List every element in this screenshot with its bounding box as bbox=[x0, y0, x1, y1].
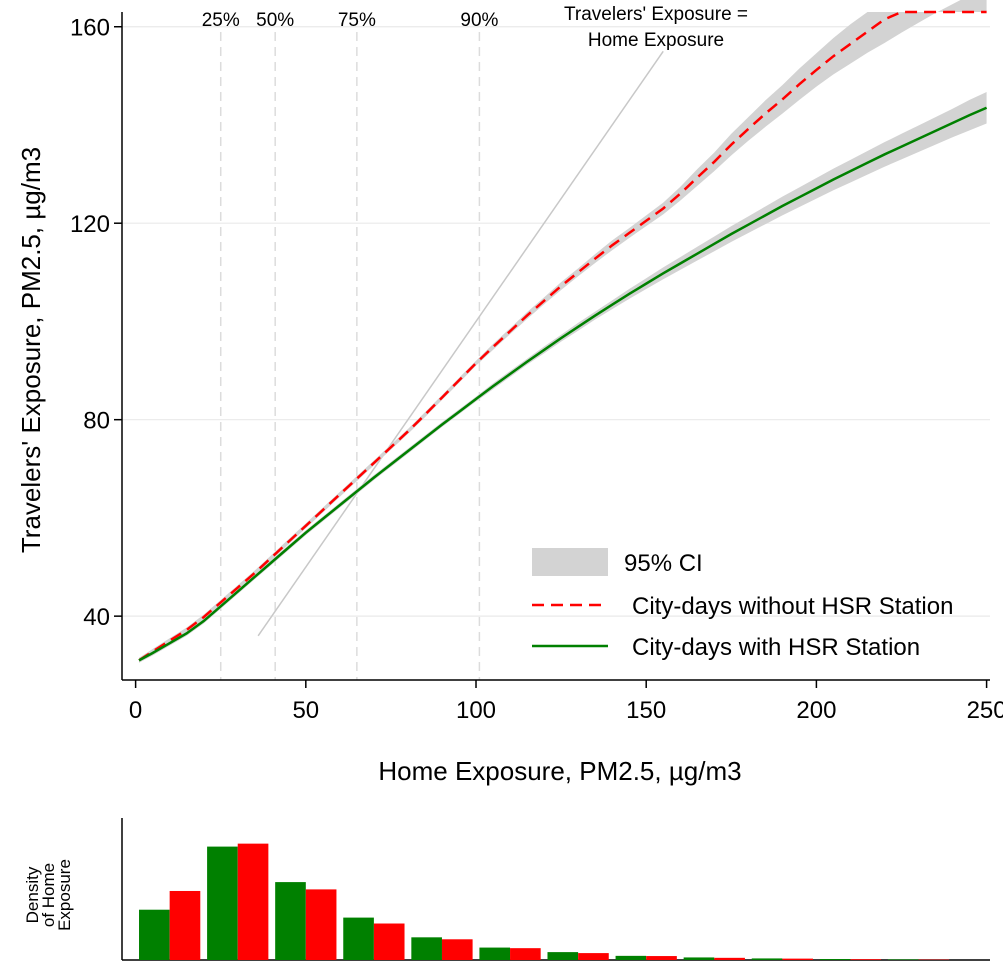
histogram-bar-0-8 bbox=[683, 957, 715, 960]
histogram-bar-1-8 bbox=[714, 957, 745, 960]
main-plot bbox=[138, 0, 988, 663]
histogram-bar-1-2 bbox=[305, 889, 337, 960]
histogram-bar-1-7 bbox=[646, 956, 677, 960]
histogram-y-label-3: Exposure bbox=[55, 859, 74, 931]
percentile-label-1: 50% bbox=[256, 10, 294, 31]
y-tick-label-160: 160 bbox=[70, 15, 110, 42]
percentile-label-3: 90% bbox=[460, 10, 498, 31]
legend: 95% CI City-days without HSR Station Cit… bbox=[532, 548, 953, 661]
percentile-label-2: 75% bbox=[338, 10, 376, 31]
x-tick-label-100: 100 bbox=[456, 697, 496, 724]
legend-ci-swatch bbox=[532, 548, 608, 576]
histogram-bar-0-2 bbox=[275, 882, 306, 960]
legend-ci-label: 95% CI bbox=[624, 550, 703, 577]
legend-without-hsr-label: City-days without HSR Station bbox=[632, 593, 953, 620]
histogram-bar-1-9 bbox=[782, 958, 813, 960]
histogram-bar-0-1 bbox=[207, 846, 238, 960]
x-tick-label-50: 50 bbox=[292, 697, 319, 724]
y-axis-title: Travelers' Exposure, PM2.5, µg/m3 bbox=[16, 147, 46, 553]
histogram-bar-1-0 bbox=[169, 890, 201, 960]
y-tick-label-40: 40 bbox=[83, 604, 110, 631]
x-tick-label-150: 150 bbox=[626, 697, 666, 724]
histogram-bar-0-6 bbox=[547, 952, 579, 960]
reference-line bbox=[257, 50, 664, 637]
x-axis-title: Home Exposure, PM2.5, µg/m3 bbox=[378, 756, 741, 786]
y-tick-label-80: 80 bbox=[83, 408, 110, 435]
x-tick-label-0: 0 bbox=[129, 697, 142, 724]
reference-line-label-2: Home Exposure bbox=[588, 30, 724, 51]
reference-line-label-1: Travelers' Exposure = bbox=[564, 4, 748, 25]
histogram-bar-0-7 bbox=[615, 955, 647, 960]
percentile-label-0: 25% bbox=[202, 10, 240, 31]
histogram-y-label-1: Density bbox=[23, 866, 42, 923]
ci-band-1 bbox=[139, 92, 987, 663]
histogram-bar-0-5 bbox=[479, 947, 511, 960]
histogram-bar-1-4 bbox=[441, 939, 473, 960]
histogram-bar-1-6 bbox=[578, 953, 609, 960]
main-axes: 40 80 120 160 0 50 100 150 200 250 bbox=[70, 12, 1003, 724]
histogram-bar-1-1 bbox=[237, 843, 269, 960]
main-gridlines: 25% 50% 75% 90% bbox=[122, 10, 990, 680]
histogram-bar-0-4 bbox=[411, 937, 442, 960]
histogram-bar-1-5 bbox=[510, 948, 541, 960]
histogram-bar-1-10 bbox=[850, 959, 882, 960]
histogram-y-label-2: of Home bbox=[39, 863, 58, 927]
histogram-bar-0-9 bbox=[751, 958, 783, 960]
histogram-bar-0-10 bbox=[819, 959, 851, 960]
density-histogram bbox=[121, 818, 990, 961]
histogram-bar-0-0 bbox=[139, 909, 170, 960]
histogram-bar-0-3 bbox=[343, 917, 374, 960]
x-tick-label-200: 200 bbox=[796, 697, 836, 724]
legend-with-hsr-label: City-days with HSR Station bbox=[632, 634, 920, 661]
y-tick-label-120: 120 bbox=[70, 211, 110, 238]
series-line-0 bbox=[138, 10, 987, 662]
x-tick-label-250: 250 bbox=[967, 697, 1003, 724]
series-line-1 bbox=[138, 106, 988, 662]
histogram-bar-0-11 bbox=[887, 959, 919, 960]
histogram-bar-1-3 bbox=[373, 923, 405, 960]
